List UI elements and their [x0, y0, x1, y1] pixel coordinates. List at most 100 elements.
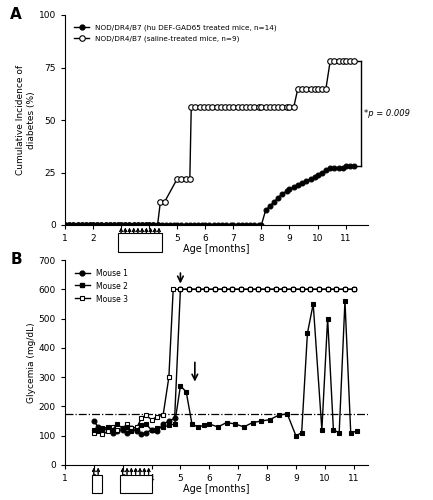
Mouse 2: [100, 426, 105, 432]
Mouse 1: [106, 426, 111, 432]
Mouse 2: [233, 421, 238, 427]
Mouse 2: [336, 430, 342, 436]
Mouse 2: [284, 411, 290, 417]
Mouse 2: [178, 383, 183, 389]
Mouse 2: [106, 424, 111, 430]
Bar: [120, 475, 152, 492]
Bar: [118, 234, 162, 252]
Mouse 3: [247, 286, 252, 292]
Mouse 2: [207, 421, 212, 427]
Mouse 2: [201, 422, 206, 428]
Mouse 1: [155, 428, 160, 434]
Mouse 3: [291, 286, 296, 292]
Mouse 3: [178, 286, 183, 292]
Mouse 3: [204, 286, 209, 292]
Mouse 3: [273, 286, 278, 292]
Mouse 2: [354, 428, 359, 434]
Line: Mouse 2: Mouse 2: [91, 298, 359, 438]
Mouse 3: [161, 412, 166, 418]
Mouse 3: [120, 426, 125, 432]
Mouse 1: [120, 427, 125, 433]
Mouse 2: [91, 427, 97, 433]
Mouse 2: [259, 418, 264, 424]
Mouse 1: [247, 286, 252, 292]
Mouse 1: [213, 286, 218, 292]
Mouse 2: [114, 421, 120, 427]
Mouse 3: [166, 374, 171, 380]
Mouse 1: [143, 430, 149, 436]
Text: A: A: [10, 6, 22, 22]
Mouse 3: [317, 286, 322, 292]
Bar: [91, 475, 103, 492]
Text: B: B: [10, 252, 22, 267]
Mouse 2: [224, 420, 229, 426]
Mouse 3: [325, 286, 330, 292]
Mouse 2: [166, 422, 171, 428]
Mouse 3: [96, 427, 101, 433]
Mouse 1: [161, 421, 166, 427]
Mouse 2: [293, 432, 298, 438]
Mouse 2: [129, 428, 134, 434]
Mouse 1: [100, 427, 105, 433]
Mouse 2: [241, 424, 246, 430]
Mouse 1: [317, 286, 322, 292]
Mouse 3: [265, 286, 270, 292]
Mouse 3: [110, 424, 115, 430]
X-axis label: Age [months]: Age [months]: [183, 484, 250, 494]
Mouse 2: [310, 301, 316, 307]
Mouse 1: [187, 286, 192, 292]
Mouse 1: [166, 418, 171, 424]
Mouse 1: [139, 431, 144, 437]
Mouse 1: [239, 286, 244, 292]
Mouse 2: [124, 424, 129, 430]
Mouse 1: [91, 418, 97, 424]
Mouse 3: [187, 286, 192, 292]
Mouse 3: [100, 431, 105, 437]
Mouse 1: [308, 286, 313, 292]
Mouse 2: [331, 427, 336, 433]
Mouse 1: [149, 427, 154, 433]
Mouse 3: [195, 286, 200, 292]
Mouse 1: [172, 415, 177, 421]
Mouse 1: [221, 286, 226, 292]
Mouse 1: [256, 286, 261, 292]
Mouse 2: [184, 389, 189, 395]
Mouse 1: [343, 286, 348, 292]
Legend: Mouse 1, Mouse 2, Mouse 3: Mouse 1, Mouse 2, Mouse 3: [72, 266, 131, 306]
Mouse 3: [334, 286, 339, 292]
Mouse 1: [178, 286, 183, 292]
Mouse 1: [124, 430, 129, 436]
Mouse 3: [149, 416, 154, 422]
Mouse 2: [215, 424, 220, 430]
Mouse 2: [135, 427, 140, 433]
Mouse 2: [276, 412, 281, 418]
Mouse 2: [155, 426, 160, 432]
Mouse 2: [139, 422, 144, 428]
Mouse 3: [114, 427, 120, 433]
Mouse 2: [250, 420, 255, 426]
Legend: NOD/DR4/B7 (hu DEF-GAD65 treated mice, n=14), NOD/DR4/B7 (saline-treated mice, n: NOD/DR4/B7 (hu DEF-GAD65 treated mice, n…: [71, 20, 279, 46]
Mouse 2: [305, 330, 310, 336]
Mouse 3: [256, 286, 261, 292]
Y-axis label: Cumulative Incidence of
diabetes (%): Cumulative Incidence of diabetes (%): [16, 65, 36, 175]
Line: Mouse 3: Mouse 3: [91, 287, 356, 436]
Mouse 2: [161, 424, 166, 430]
Mouse 1: [110, 430, 115, 436]
Mouse 1: [351, 286, 356, 292]
Mouse 2: [149, 427, 154, 433]
Mouse 1: [265, 286, 270, 292]
Mouse 1: [230, 286, 235, 292]
Mouse 1: [204, 286, 209, 292]
Text: *p = 0.009: *p = 0.009: [364, 109, 410, 118]
Mouse 1: [282, 286, 287, 292]
Mouse 3: [221, 286, 226, 292]
Mouse 3: [143, 412, 149, 418]
Mouse 3: [351, 286, 356, 292]
Mouse 1: [334, 286, 339, 292]
Mouse 1: [135, 428, 140, 434]
Mouse 1: [195, 286, 200, 292]
Mouse 3: [129, 426, 134, 432]
X-axis label: Age [months]: Age [months]: [183, 244, 250, 254]
Mouse 3: [230, 286, 235, 292]
Mouse 2: [96, 428, 101, 434]
